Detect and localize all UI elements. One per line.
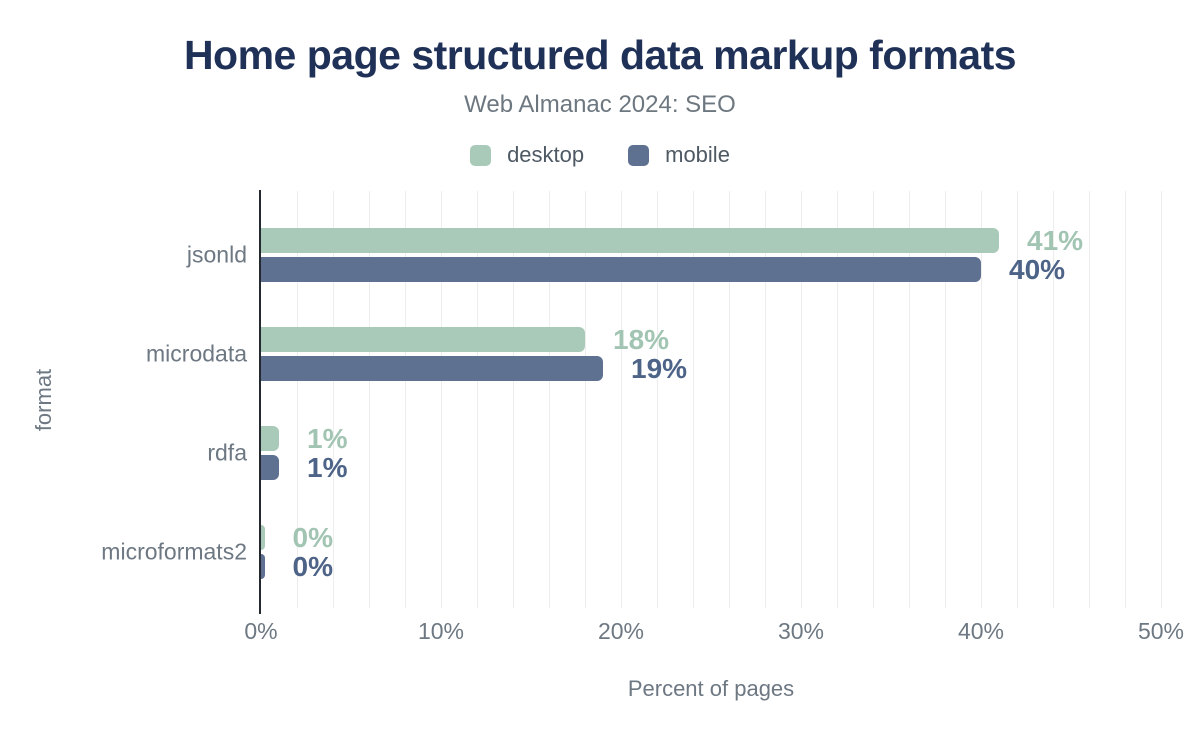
gridline: [1053, 191, 1054, 608]
gridline: [981, 191, 982, 608]
gridline: [657, 191, 658, 608]
value-label-mobile-microdata: 19%: [631, 353, 688, 384]
gridline: [1125, 191, 1126, 608]
value-label-desktop-microformats2: 0%: [292, 522, 333, 553]
bar-mobile-rdfa: [261, 455, 279, 480]
legend-swatch-desktop: [470, 144, 492, 166]
gridline: [801, 191, 802, 608]
category-label-jsonld: jsonld: [186, 241, 247, 268]
x-tick-20: 20%: [597, 618, 645, 644]
category-label-rdfa: rdfa: [207, 439, 247, 466]
bar-mobile-jsonld: [261, 257, 981, 282]
gridline: [837, 191, 838, 608]
category-label-microformats2: microformats2: [101, 538, 247, 565]
value-label-mobile-rdfa: 1%: [307, 452, 348, 483]
gridline: [945, 191, 946, 608]
gridline: [1017, 191, 1018, 608]
plot-area: jsonld 41% 40% microdata 18% 19% rdfa 1% 1% micro…: [101, 191, 1162, 608]
bar-desktop-jsonld: [261, 228, 999, 253]
bar-desktop-rdfa: [261, 426, 279, 451]
gridline: [369, 191, 370, 608]
x-tick-50: 50%: [1137, 618, 1185, 644]
gridline: [729, 191, 730, 608]
value-label-desktop-rdfa: 1%: [307, 423, 348, 454]
value-label-mobile-jsonld: 40%: [1009, 254, 1066, 285]
y-axis-line: [259, 190, 261, 614]
gridline: [1089, 191, 1090, 608]
gridline: [1161, 191, 1162, 608]
legend: desktop mobile: [0, 142, 1200, 168]
gridline: [441, 191, 442, 608]
gridline: [909, 191, 910, 608]
gridline: [333, 191, 334, 608]
gridline: [621, 191, 622, 608]
bar-group-jsonld: jsonld 41% 40%: [187, 225, 1161, 285]
x-tick-10: 10%: [417, 618, 465, 644]
legend-label-desktop: desktop: [507, 142, 585, 167]
gridline: [873, 191, 874, 608]
x-tick-40: 40%: [957, 618, 1005, 644]
value-label-mobile-microformats2: 0%: [292, 551, 333, 582]
bar-desktop-microformats2: [261, 525, 265, 550]
x-axis-title: Percent of pages: [627, 676, 795, 701]
bar-group-microdata: microdata 18% 19%: [146, 324, 1161, 384]
legend-item-desktop: desktop: [470, 142, 584, 168]
legend-item-mobile: mobile: [628, 142, 730, 168]
legend-swatch-mobile: [628, 144, 650, 166]
gridline: [477, 191, 478, 608]
x-tick-30: 30%: [777, 618, 825, 644]
bar-group-rdfa: rdfa 1% 1%: [207, 423, 1161, 483]
chart-subtitle: Web Almanac 2024: SEO: [464, 91, 736, 118]
gridline: [765, 191, 766, 608]
bar-mobile-microformats2: [261, 554, 265, 579]
bar-group-microformats2: microformats2 0% 0%: [101, 522, 1161, 582]
legend-label-mobile: mobile: [665, 142, 730, 167]
gridline: [549, 191, 550, 608]
gridline: [693, 191, 694, 608]
gridline: [297, 191, 298, 608]
value-label-desktop-jsonld: 41%: [1027, 225, 1084, 256]
y-axis-title: format: [31, 368, 56, 432]
gridline: [513, 191, 514, 608]
value-label-desktop-microdata: 18%: [613, 324, 670, 355]
x-tick-0: 0%: [244, 618, 278, 644]
gridline: [405, 191, 406, 608]
bar-mobile-microdata: [261, 356, 603, 381]
category-label-microdata: microdata: [146, 340, 247, 367]
chart-title: Home page structured data markup formats: [183, 32, 1017, 78]
bar-desktop-microdata: [261, 327, 585, 352]
gridline: [585, 191, 586, 608]
